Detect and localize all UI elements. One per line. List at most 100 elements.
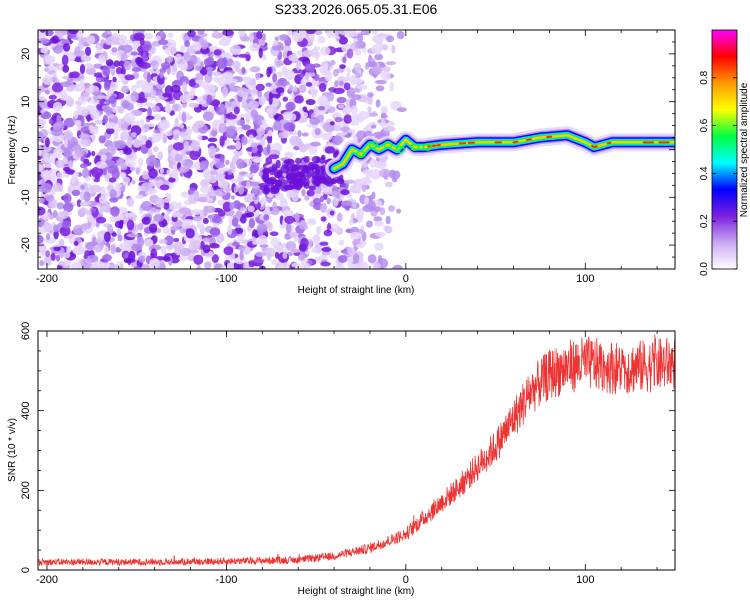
noise-blob [236, 158, 245, 170]
noise-blob [110, 244, 116, 255]
noise-blob [311, 163, 320, 169]
noise-blob [233, 149, 243, 157]
noise-blob [123, 257, 132, 264]
noise-blob [291, 177, 299, 184]
noise-blob [353, 62, 362, 72]
noise-blob [169, 201, 179, 211]
colorbar-tick-label: 0.6 [699, 118, 710, 132]
noise-blob [72, 84, 84, 92]
noise-blob [59, 226, 71, 237]
noise-blob [38, 197, 46, 204]
noise-blob [273, 184, 279, 194]
noise-blob [50, 43, 56, 48]
noise-blob [111, 47, 118, 53]
spectrogram-xlabel: Height of straight line (km) [298, 285, 415, 296]
noise-blob [63, 117, 75, 128]
noise-blob [79, 190, 85, 201]
noise-blob [56, 202, 65, 210]
noise-blob [226, 145, 238, 150]
noise-blob [120, 66, 126, 77]
noise-blob [336, 96, 347, 104]
noise-blob [75, 105, 82, 110]
noise-blob [321, 132, 333, 141]
noise-blob [117, 234, 123, 242]
noise-blob [301, 188, 306, 197]
noise-blob [322, 63, 328, 74]
noise-blob [246, 180, 251, 190]
noise-blob [162, 197, 171, 203]
noise-blob [265, 205, 270, 217]
noise-blob [229, 202, 236, 210]
noise-blob [240, 207, 246, 212]
noise-blob [183, 218, 194, 225]
noise-blob [287, 30, 292, 37]
noise-blob [40, 170, 51, 179]
noise-blob [215, 172, 227, 182]
noise-blob [371, 30, 379, 35]
noise-blob [113, 60, 121, 68]
noise-blob [141, 83, 154, 94]
noise-blob [248, 100, 260, 110]
noise-blob [157, 151, 163, 161]
noise-blob [120, 53, 128, 62]
noise-blob [303, 165, 312, 171]
noise-blob [292, 181, 303, 190]
noise-blob [88, 84, 95, 91]
noise-blob [38, 155, 42, 160]
noise-blob [291, 262, 301, 268]
noise-blob [118, 149, 124, 155]
noise-blob [295, 30, 307, 39]
noise-blob [309, 116, 320, 126]
noise-blob [89, 184, 102, 193]
noise-blob [358, 84, 368, 91]
noise-blob [45, 137, 50, 148]
noise-blob [53, 224, 59, 233]
noise-blob [102, 254, 112, 262]
noise-blob [313, 73, 320, 82]
noise-blob [198, 80, 209, 88]
noise-blob [272, 201, 278, 212]
noise-blob [266, 143, 271, 154]
noise-blob [195, 65, 202, 71]
noise-blob [146, 72, 152, 84]
ridge-blob [395, 145, 406, 154]
noise-blob [71, 189, 81, 197]
noise-blob [112, 76, 117, 83]
noise-blob [79, 201, 92, 207]
noise-blob [91, 150, 96, 157]
snr-xtick-label: -100 [215, 574, 237, 586]
noise-blob [300, 111, 309, 119]
snr-ytick-label: 200 [20, 481, 32, 499]
noise-blob [92, 91, 103, 96]
noise-blob [247, 261, 256, 268]
noise-blob [258, 97, 265, 106]
noise-blob [88, 124, 94, 132]
noise-blob [109, 215, 117, 223]
noise-blob [332, 190, 338, 198]
noise-blob [184, 40, 191, 48]
noise-blob [373, 262, 381, 269]
noise-blob [248, 134, 254, 141]
noise-blob [38, 131, 44, 142]
noise-blob [172, 103, 179, 112]
colorbar-tick-label: 0.0 [699, 262, 710, 276]
noise-blob [196, 220, 204, 230]
noise-blob [392, 264, 404, 269]
noise-blob [200, 40, 209, 50]
noise-blob [39, 246, 47, 257]
noise-blob [255, 83, 265, 92]
noise-blob [188, 102, 199, 108]
noise-blob [384, 225, 393, 234]
noise-blob [305, 30, 317, 35]
noise-blob [277, 170, 283, 177]
noise-blob [203, 58, 212, 67]
noise-blob [131, 84, 137, 94]
snr-ticks: -200 -100 0 100 0 200 400 600 [20, 322, 675, 586]
noise-blob [266, 66, 271, 78]
noise-blob [38, 218, 45, 226]
ridge-hot-segment [512, 140, 519, 144]
noise-blob [205, 66, 214, 71]
noise-blob [60, 81, 72, 88]
noise-blob [222, 86, 229, 97]
noise-blob [255, 134, 264, 140]
